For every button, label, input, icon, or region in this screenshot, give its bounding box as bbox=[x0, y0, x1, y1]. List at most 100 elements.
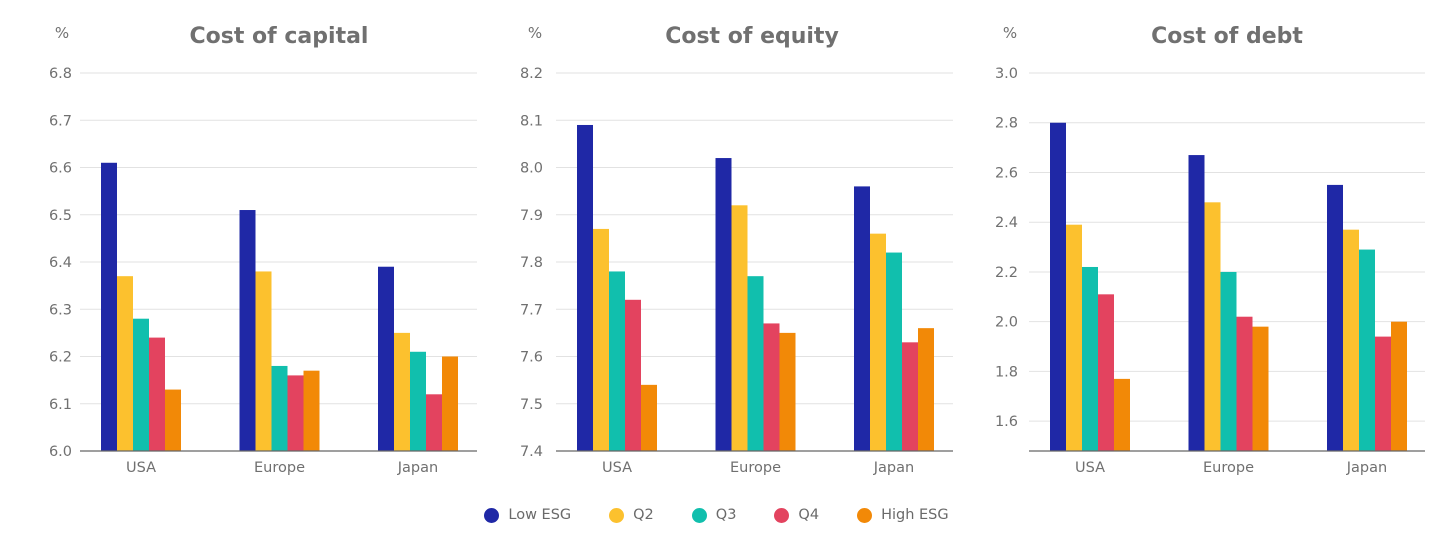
bar-q3-japan bbox=[886, 252, 902, 451]
x-tick-label: Japan bbox=[873, 460, 914, 476]
legend-swatch-icon bbox=[857, 507, 873, 523]
legend-item: Low ESG bbox=[484, 507, 571, 523]
bar-low-esg-japan bbox=[854, 186, 870, 451]
legend-swatch-icon bbox=[774, 507, 790, 523]
bar-low-esg-usa bbox=[1050, 122, 1066, 451]
bar-q2-europe bbox=[255, 271, 272, 451]
x-tick-label: Europe bbox=[254, 460, 305, 476]
y-tick-label: 1.6 bbox=[995, 414, 1018, 430]
chart-panel-2: Cost of equity% 7.4 7.5 7.6 7.7 7.8 7.9 8.0 8.1 8… bbox=[520, 24, 953, 476]
y-unit-label: % bbox=[55, 24, 69, 42]
legend-label: High ESG bbox=[881, 507, 949, 523]
legend-item: Q2 bbox=[609, 507, 654, 523]
legend-swatch-icon bbox=[484, 507, 500, 523]
y-unit-label: % bbox=[528, 24, 542, 42]
y-tick-label: 6.6 bbox=[49, 161, 72, 177]
chart-title: Cost of capital bbox=[190, 24, 369, 49]
bar-low-esg-japan bbox=[378, 266, 394, 451]
chart-panel-1: Cost of capital% 6.0 6.1 6.2 6.3 6.4 6.5 6.6 6.7… bbox=[49, 24, 477, 476]
legend: Low ESG Q2 Q3 Q4 High ESG bbox=[0, 500, 1435, 530]
bar-q3-japan bbox=[410, 351, 426, 451]
y-tick-label: 8.1 bbox=[520, 113, 543, 129]
y-tick-label: 6.7 bbox=[49, 113, 72, 129]
bar-q2-europe bbox=[731, 205, 748, 451]
bar-low-esg-europe bbox=[715, 158, 732, 452]
x-tick-label: USA bbox=[602, 460, 632, 476]
bar-low-esg-usa bbox=[577, 124, 593, 451]
y-tick-label: 7.9 bbox=[520, 208, 543, 224]
legend-swatch-icon bbox=[691, 507, 707, 523]
bar-high-esg-japan bbox=[442, 356, 458, 451]
legend-item: Q4 bbox=[774, 507, 819, 523]
bar-high-esg-europe bbox=[779, 332, 796, 451]
bar-high-esg-usa bbox=[641, 384, 657, 451]
legend-label: Q2 bbox=[633, 507, 654, 523]
legend-label: Q4 bbox=[798, 507, 820, 523]
x-tick-label: Europe bbox=[730, 460, 781, 476]
y-tick-label: 6.8 bbox=[49, 66, 72, 82]
bar-q4-japan bbox=[902, 342, 918, 451]
bar-high-esg-europe bbox=[1252, 326, 1269, 451]
legend-item: Q3 bbox=[691, 507, 737, 523]
y-tick-label: 6.1 bbox=[49, 397, 72, 413]
y-tick-label: 7.4 bbox=[520, 444, 543, 460]
bar-high-esg-japan bbox=[1391, 321, 1407, 451]
bar-q2-usa bbox=[117, 276, 133, 451]
x-tick-label: Japan bbox=[1346, 460, 1387, 476]
y-tick-label: 7.8 bbox=[520, 255, 543, 271]
y-tick-label: 6.5 bbox=[49, 208, 72, 224]
bar-q4-europe bbox=[287, 375, 304, 451]
bar-low-esg-japan bbox=[1327, 184, 1343, 451]
bar-high-esg-usa bbox=[165, 389, 181, 451]
y-tick-label: 7.7 bbox=[520, 302, 543, 318]
legend-label: Low ESG bbox=[508, 507, 572, 523]
bar-q3-europe bbox=[747, 276, 764, 451]
y-tick-label: 8.2 bbox=[520, 66, 543, 82]
bar-q4-usa bbox=[1098, 294, 1114, 451]
y-tick-label: 6.0 bbox=[49, 444, 72, 460]
bar-q4-europe bbox=[1236, 316, 1253, 451]
y-tick-label: 2.2 bbox=[995, 265, 1018, 281]
x-tick-label: Europe bbox=[1203, 460, 1254, 476]
bar-q2-usa bbox=[1066, 224, 1082, 451]
bar-q4-europe bbox=[763, 323, 780, 451]
bar-q4-japan bbox=[1375, 336, 1391, 451]
bar-low-esg-usa bbox=[101, 162, 117, 451]
bar-q2-japan bbox=[394, 332, 410, 451]
y-tick-label: 2.4 bbox=[995, 215, 1018, 231]
bar-q2-usa bbox=[593, 228, 609, 451]
legend-swatch-icon bbox=[609, 507, 625, 523]
y-tick-label: 2.6 bbox=[995, 165, 1018, 181]
y-tick-label: 8.0 bbox=[520, 161, 543, 177]
x-tick-label: USA bbox=[126, 460, 156, 476]
y-tick-label: 1.8 bbox=[995, 364, 1018, 380]
bar-q3-usa bbox=[1082, 266, 1098, 451]
chart-panel-3: Cost of debt% 1.6 1.8 2.0 2.2 2.4 2.6 2.8 3.0 USA… bbox=[995, 24, 1425, 476]
bar-q3-europe bbox=[1220, 271, 1237, 451]
y-tick-label: 3.0 bbox=[995, 66, 1018, 82]
y-tick-label: 2.8 bbox=[995, 116, 1018, 132]
bar-q3-usa bbox=[609, 271, 625, 451]
y-tick-label: 7.6 bbox=[520, 350, 543, 366]
chart-title: Cost of equity bbox=[665, 24, 839, 49]
x-tick-label: USA bbox=[1075, 460, 1105, 476]
bar-q4-usa bbox=[625, 299, 641, 451]
bar-low-esg-europe bbox=[239, 210, 256, 451]
y-tick-label: 7.5 bbox=[520, 397, 543, 413]
bar-q2-japan bbox=[1343, 229, 1359, 451]
bar-q2-europe bbox=[1204, 202, 1221, 451]
bar-q2-japan bbox=[870, 233, 886, 451]
bar-high-esg-usa bbox=[1114, 378, 1130, 451]
y-tick-label: 2.0 bbox=[995, 315, 1018, 331]
y-tick-label: 6.2 bbox=[49, 350, 72, 366]
legend-item: High ESG bbox=[857, 507, 949, 523]
bar-q4-usa bbox=[149, 337, 165, 451]
y-tick-label: 6.3 bbox=[49, 302, 72, 318]
bar-q3-japan bbox=[1359, 249, 1375, 451]
bar-q3-europe bbox=[271, 365, 288, 451]
chart-title: Cost of debt bbox=[1151, 24, 1303, 49]
legend-label: Q3 bbox=[715, 507, 737, 523]
bar-high-esg-europe bbox=[303, 370, 320, 451]
bar-high-esg-japan bbox=[918, 328, 934, 451]
